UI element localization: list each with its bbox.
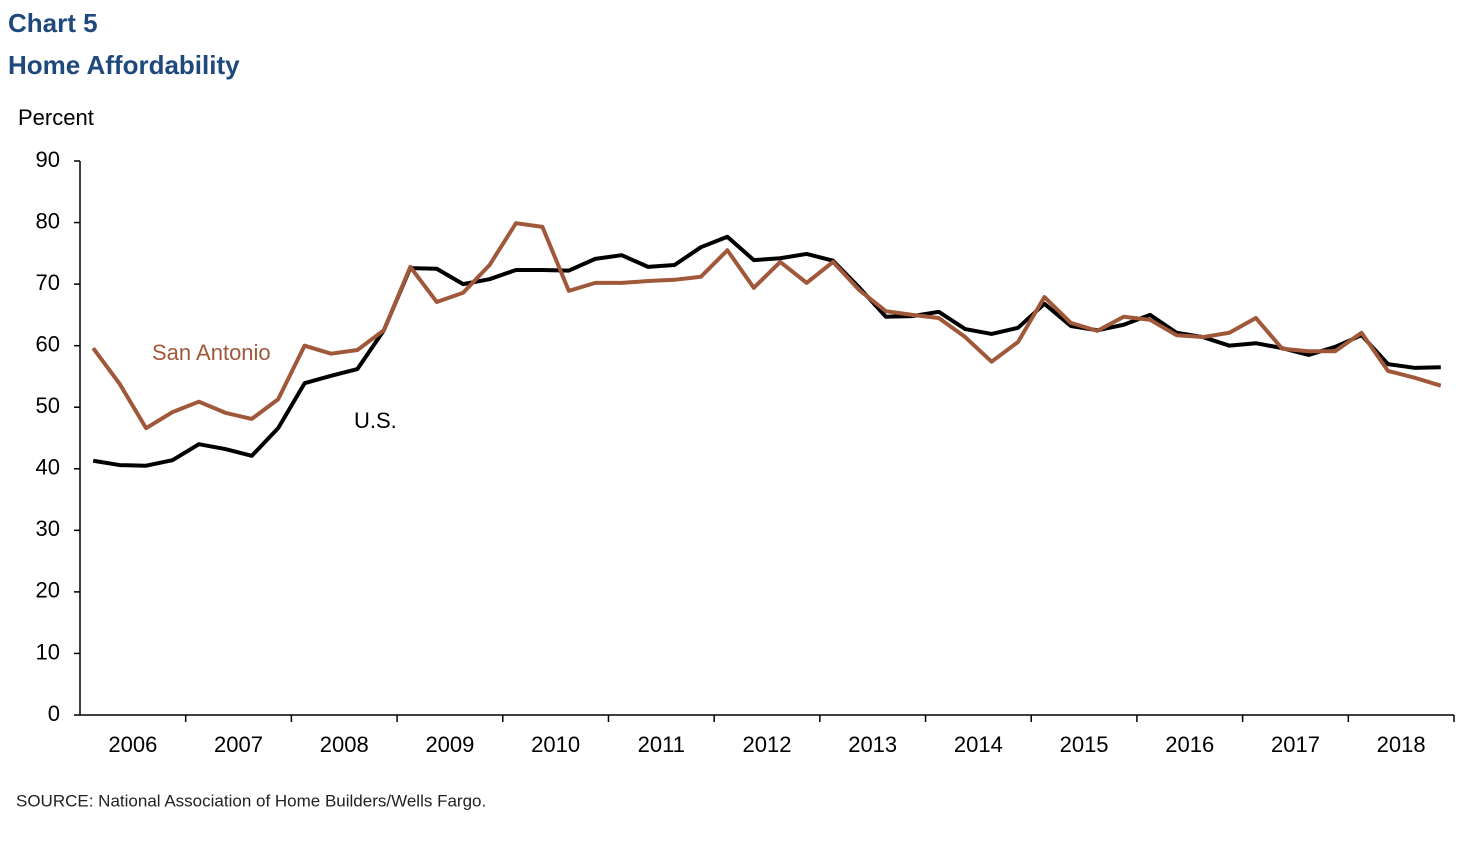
x-tick-label: 2013 <box>848 732 897 757</box>
chart-title: Chart 5 <box>8 8 98 38</box>
y-tick-label: 0 <box>48 701 60 726</box>
y-axis-label: Percent <box>18 105 94 130</box>
x-tick-label: 2012 <box>743 732 792 757</box>
y-tick-label: 80 <box>36 208 60 233</box>
legend-label: San Antonio <box>152 340 271 365</box>
source-note: SOURCE: National Association of Home Bui… <box>16 791 486 810</box>
series-line <box>91 221 1442 431</box>
x-tick-label: 2006 <box>108 732 157 757</box>
y-tick-label: 70 <box>36 270 60 295</box>
x-tick-label: 2014 <box>954 732 1003 757</box>
y-tick-label: 60 <box>36 331 60 356</box>
x-tick-label: 2015 <box>1060 732 1109 757</box>
x-tick-label: 2017 <box>1271 732 1320 757</box>
y-tick-label: 30 <box>36 516 60 541</box>
legend-label: U.S. <box>354 408 397 433</box>
x-tick-label: 2016 <box>1165 732 1214 757</box>
y-tick-label: 20 <box>36 578 60 603</box>
x-tick-label: 2009 <box>425 732 474 757</box>
x-tick-label: 2010 <box>531 732 580 757</box>
x-tick-label: 2011 <box>638 732 685 757</box>
y-tick-label: 10 <box>36 639 60 664</box>
y-tick-label: 40 <box>36 455 60 480</box>
y-tick-label: 90 <box>36 147 60 172</box>
x-tick-label: 2007 <box>214 732 263 757</box>
chart-subtitle: Home Affordability <box>8 50 240 80</box>
series-line <box>92 234 1441 468</box>
x-tick-label: 2018 <box>1377 732 1426 757</box>
x-tick-label: 2008 <box>320 732 369 757</box>
y-tick-label: 50 <box>36 393 60 418</box>
